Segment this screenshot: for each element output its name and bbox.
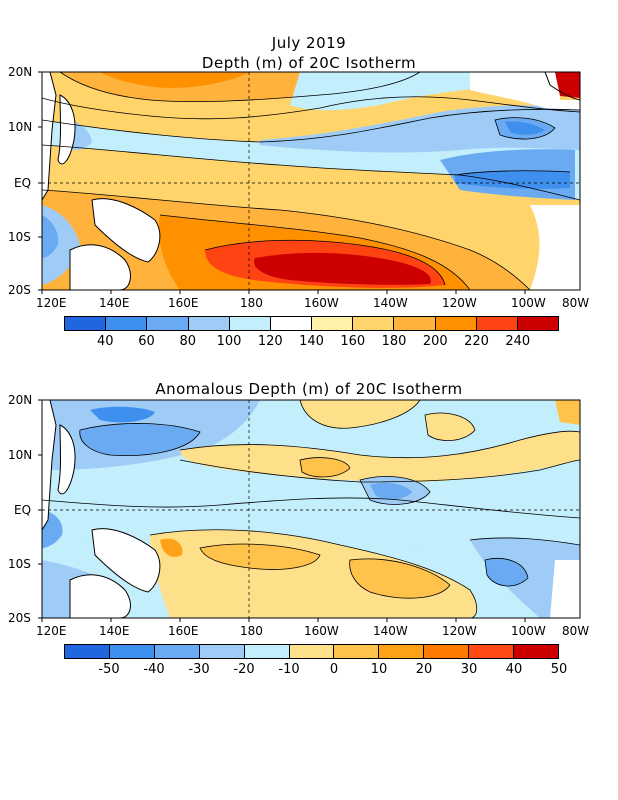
top-lat-label-20s: 20S	[8, 283, 31, 297]
top-colorbar-label: 60	[138, 334, 155, 349]
top-colorbar-label: 120	[257, 334, 283, 349]
top-colorbar-label: 180	[381, 334, 407, 349]
top-lon-label: 140E	[99, 296, 130, 310]
top-colorbar-swatch	[352, 317, 394, 330]
top-colorbar-label: 100	[216, 334, 242, 349]
top-lon-label: 140W	[373, 296, 408, 310]
bottom-colorbar-swatch	[153, 645, 199, 658]
bottom-colorbar-label: 30	[460, 662, 478, 677]
top-colorbar-swatch	[269, 317, 312, 330]
top-map-title-line1: July 2019	[271, 34, 347, 52]
bottom-colorbar-label: -20	[233, 662, 255, 677]
top-colorbar-swatch	[516, 317, 559, 330]
bottom-lon-label: 120W	[442, 624, 477, 638]
top-colorbar-label: 200	[422, 334, 448, 349]
bottom-colorbar-swatch	[513, 645, 558, 658]
bottom-lat-label-20n: 20N	[8, 393, 33, 407]
top-lon-label: 180	[240, 296, 263, 310]
top-colorbar-swatch	[65, 317, 106, 330]
bottom-colorbar-label: -50	[98, 662, 120, 677]
top-colorbar-label: 140	[299, 334, 324, 349]
bottom-colorbar-swatch	[288, 645, 334, 658]
top-lon-label: 120W	[442, 296, 477, 310]
bottom-lat-label-eq: EQ	[14, 503, 32, 517]
bottom-colorbar-label: -30	[188, 662, 210, 677]
bottom-lat-label-10s: 10S	[8, 557, 31, 571]
bottom-lon-label: 180	[240, 624, 263, 638]
bottom-lat-label-10n: 10N	[8, 448, 33, 462]
top-colorbar-label: 40	[96, 334, 114, 349]
bottom-lon-label: 160W	[304, 624, 339, 638]
bottom-colorbar-swatch	[243, 645, 289, 658]
bottom-colorbar-label: -10	[278, 662, 300, 677]
top-colorbar-label: 160	[340, 334, 366, 349]
top-lon-label: 160W	[304, 296, 339, 310]
bottom-map-title: Anomalous Depth (m) of 20C Isotherm	[155, 380, 463, 398]
bottom-colorbar-swatch	[65, 645, 109, 658]
top-lat-label-20n: 20N	[8, 65, 33, 79]
top-lat-label-10s: 10S	[8, 230, 31, 244]
top-colorbar-swatch	[475, 317, 517, 330]
top-colorbar-swatch	[187, 317, 229, 330]
top-colorbar	[64, 316, 559, 331]
bottom-colorbar-label: -40	[143, 662, 165, 677]
bottom-colorbar-labels: -50 -40 -30 -20 -10 0 10 20 30 40 50	[64, 662, 567, 678]
bottom-colorbar	[64, 644, 559, 659]
top-colorbar-swatch	[105, 317, 147, 330]
top-colorbar-label: 240	[505, 334, 531, 349]
bottom-colorbar-label: 20	[415, 662, 433, 677]
bottom-lon-label: 140E	[99, 624, 130, 638]
bottom-colorbar-swatch	[108, 645, 154, 658]
bottom-lon-label: 120E	[36, 624, 67, 638]
bottom-colorbar-swatch	[333, 645, 379, 658]
top-colorbar-label: 220	[464, 334, 489, 349]
bottom-colorbar-swatch	[423, 645, 469, 658]
top-lon-label: 120E	[36, 296, 67, 310]
top-lat-label-10n: 10N	[8, 120, 33, 134]
bottom-colorbar-swatch	[378, 645, 424, 658]
bottom-colorbar-swatch	[198, 645, 244, 658]
bottom-colorbar-swatch	[468, 645, 514, 658]
bottom-colorbar-label: 0	[329, 662, 339, 677]
top-colorbar-swatch	[393, 317, 435, 330]
bottom-lon-label: 140W	[373, 624, 408, 638]
bottom-lat-label-20s: 20S	[8, 611, 31, 625]
top-lon-label: 80W	[562, 296, 590, 310]
bottom-colorbar-label: 40	[505, 662, 523, 677]
bottom-colorbar-label: 10	[370, 662, 388, 677]
bottom-lon-label: 80W	[562, 624, 590, 638]
top-colorbar-labels: 40 60 80 100 120 140 160 180 200 220 240	[64, 334, 559, 350]
bottom-colorbar-label: 50	[550, 662, 568, 677]
top-map-title-line2: Depth (m) of 20C Isotherm	[201, 54, 417, 72]
top-colorbar-swatch	[434, 317, 476, 330]
top-colorbar-swatch	[311, 317, 353, 330]
bottom-lon-label: 160E	[168, 624, 199, 638]
top-lon-label: 100W	[511, 296, 546, 310]
top-colorbar-swatch	[146, 317, 188, 330]
bottom-lon-label: 100W	[511, 624, 546, 638]
top-colorbar-label: 80	[179, 334, 197, 349]
top-colorbar-swatch	[228, 317, 270, 330]
top-lat-label-eq: EQ	[14, 176, 32, 190]
top-lon-label: 160E	[168, 296, 199, 310]
